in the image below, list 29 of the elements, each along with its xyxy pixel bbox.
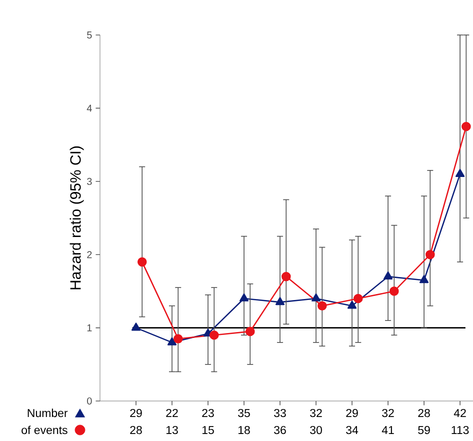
text: 13	[166, 426, 178, 434]
y-tick-label: 3	[87, 178, 92, 185]
text: 28	[418, 408, 430, 418]
text: 59	[418, 426, 430, 434]
text: 113	[452, 426, 469, 434]
text: 32	[310, 408, 322, 418]
y-tick-label: 0	[87, 397, 92, 405]
text: 18	[238, 426, 250, 434]
text: 30	[310, 426, 322, 434]
text: 15	[202, 426, 214, 434]
text: 29	[346, 408, 358, 418]
y-tick-label: 5	[87, 32, 92, 38]
y-tick-label: 4	[86, 104, 92, 112]
text: 35	[238, 408, 250, 418]
text: 36	[274, 426, 286, 434]
y-tick-label: 1	[87, 324, 92, 332]
text: 28	[130, 426, 142, 434]
y-tick-label: 2	[87, 251, 92, 258]
text: 33	[274, 408, 286, 418]
text: 32	[382, 408, 394, 418]
text: 34	[346, 426, 358, 434]
text: Number	[28, 408, 68, 418]
text: 23	[202, 408, 214, 418]
y-axis-title: Hazard ratio (95% CI)	[70, 146, 84, 290]
text: of events	[22, 426, 68, 434]
text: 41	[382, 426, 394, 434]
text: 22	[166, 408, 178, 417]
text: 42	[454, 408, 466, 417]
text: 29	[130, 408, 142, 418]
